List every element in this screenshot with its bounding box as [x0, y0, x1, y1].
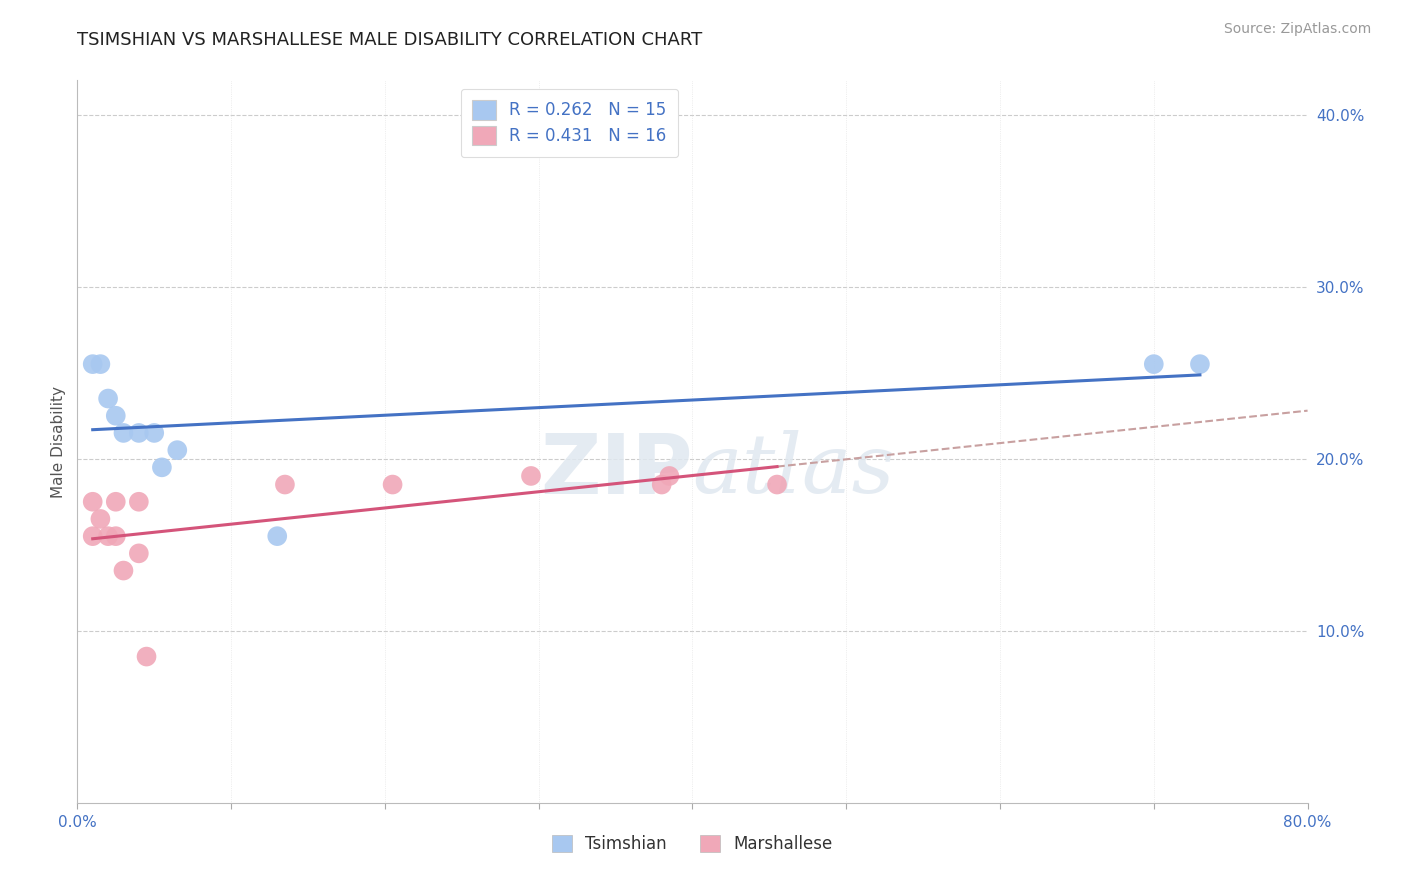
Point — [651, 477, 673, 491]
Text: ZIP: ZIP — [540, 430, 693, 511]
Point — [128, 546, 150, 560]
Point — [274, 477, 297, 491]
Point — [82, 529, 104, 543]
Point — [104, 529, 127, 543]
Point — [150, 460, 173, 475]
Text: Source: ZipAtlas.com: Source: ZipAtlas.com — [1223, 22, 1371, 37]
Point — [89, 512, 111, 526]
Point — [266, 529, 288, 543]
Point — [1188, 357, 1211, 371]
Y-axis label: Male Disability: Male Disability — [51, 385, 66, 498]
Point — [112, 425, 135, 440]
Legend: Tsimshian, Marshallese: Tsimshian, Marshallese — [546, 828, 839, 860]
Point — [143, 425, 166, 440]
Text: atlas: atlas — [693, 431, 894, 510]
Point — [658, 469, 681, 483]
Point — [89, 357, 111, 371]
Point — [104, 494, 127, 508]
Point — [135, 649, 157, 664]
Point — [97, 392, 120, 406]
Point — [766, 477, 789, 491]
Point — [97, 529, 120, 543]
Point — [520, 469, 543, 483]
Point — [112, 564, 135, 578]
Point — [166, 443, 188, 458]
Point — [104, 409, 127, 423]
Point — [128, 494, 150, 508]
Point — [381, 477, 404, 491]
Point — [128, 425, 150, 440]
Text: TSIMSHIAN VS MARSHALLESE MALE DISABILITY CORRELATION CHART: TSIMSHIAN VS MARSHALLESE MALE DISABILITY… — [77, 31, 703, 49]
Point — [82, 357, 104, 371]
Point — [82, 494, 104, 508]
Point — [1143, 357, 1166, 371]
